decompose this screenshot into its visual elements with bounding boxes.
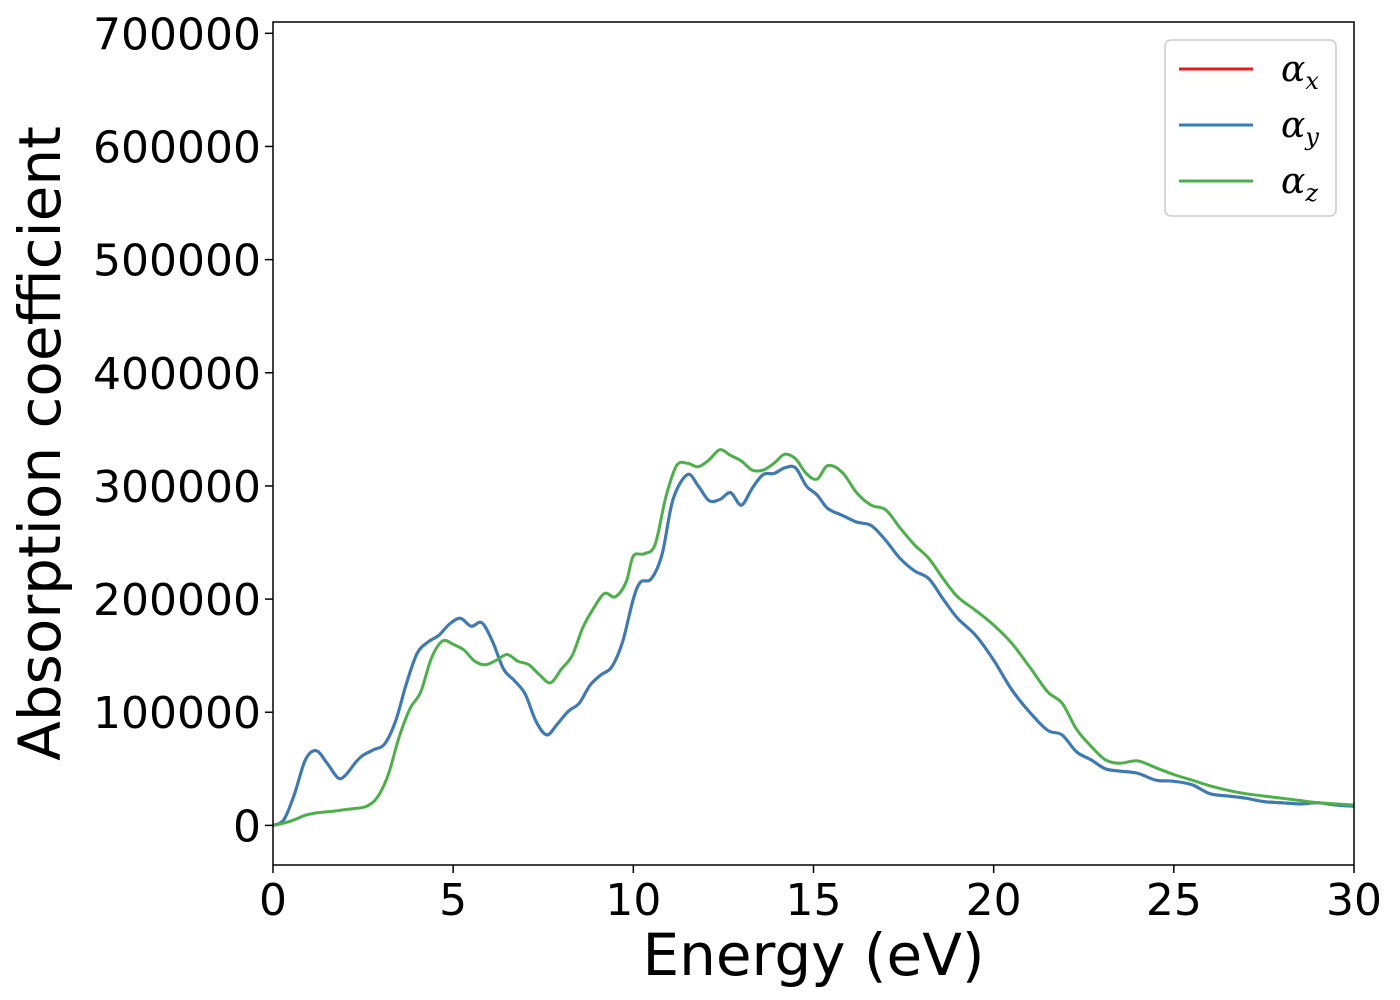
x-tick-label: 15: [786, 875, 842, 926]
legend-label-y: αy: [1281, 105, 1319, 151]
x-tick-label: 20: [966, 875, 1022, 926]
series-line-y: [272, 464, 1355, 827]
y-tick-label: 200000: [93, 575, 261, 626]
x-tick-label: 5: [439, 875, 467, 926]
x-axis-label: Energy (eV): [642, 921, 984, 989]
y-tick-label: 400000: [93, 349, 261, 400]
x-tick-label: 10: [605, 875, 661, 926]
y-tick-label: 500000: [93, 236, 261, 287]
legend-label-x: αx: [1281, 49, 1319, 95]
legend-label-z: αz: [1281, 161, 1318, 207]
x-tick-label: 30: [1326, 875, 1382, 926]
legend-box: [1164, 39, 1337, 217]
x-axis: 0 5 10 15 20 25 30: [259, 865, 1382, 926]
x-tick-label: 25: [1146, 875, 1202, 926]
y-tick-label: 700000: [93, 9, 261, 60]
y-tick-label: 600000: [93, 122, 261, 173]
series-line-z: [272, 448, 1355, 827]
series-layer: [272, 448, 1355, 827]
y-axis-label: Absorption coefficient: [6, 126, 74, 761]
y-tick-label: 0: [233, 801, 261, 852]
y-tick-label: 300000: [93, 462, 261, 513]
legend: αx αy αz: [1164, 39, 1337, 217]
y-axis: 0 100000 200000 300000 400000 500000 600000 700…: [93, 9, 273, 852]
x-tick-label: 0: [259, 875, 287, 926]
series-line-x: [272, 464, 1355, 827]
y-tick-label: 100000: [93, 688, 261, 739]
